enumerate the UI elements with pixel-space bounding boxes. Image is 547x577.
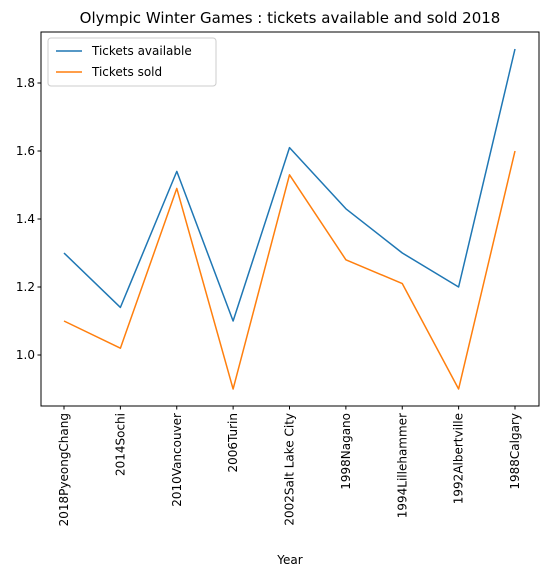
chart-title: Olympic Winter Games : tickets available… [80,9,501,27]
y-tick-label: 1.2 [16,280,35,294]
x-tick-label: 2002Salt Lake City [283,413,297,526]
x-tick-label: 1998Nagano [339,413,353,490]
x-tick-label: 2014Sochi [113,413,127,476]
series-line-2 [63,150,516,390]
x-tick-label: 1994Lillehammer [395,413,409,518]
legend-box [47,37,217,87]
y-tick-label: 1.4 [16,212,35,226]
y-tick-label: 1.0 [16,348,35,362]
y-tick-label: 1.6 [16,144,35,158]
legend: Tickets available Tickets sold [47,37,217,87]
series-line-1 [63,48,516,322]
x-tick-label: 2018PyeongChang [57,413,71,526]
x-tick-label: 1988Calgary [508,413,522,490]
x-tick-label: 2010Vancouver [170,413,184,507]
legend-label-2: Tickets sold [91,65,162,79]
y-tick-label: 1.8 [16,76,35,90]
plot-area: 1.0 1.2 1.4 1.6 1.8 2018PyeongChang 2014Sochi 2… [16,48,522,526]
legend-label-1: Tickets available [91,44,192,58]
plot-frame [40,31,540,407]
x-tick-label: 2006Turin [226,413,240,473]
x-tick-label: 1992Albertville [452,413,466,504]
x-axis-label: Year [276,553,302,567]
